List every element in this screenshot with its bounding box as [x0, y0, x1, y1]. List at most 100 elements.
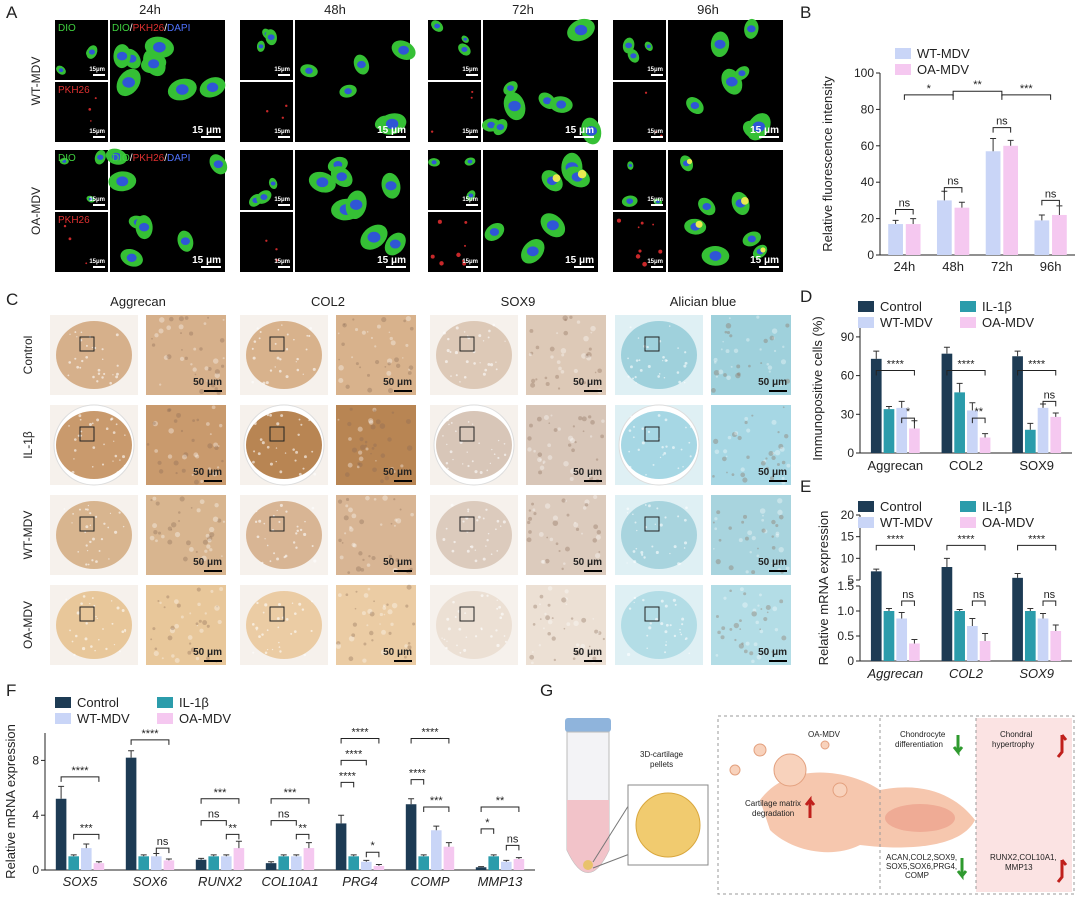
significance-bracket [200, 798, 240, 804]
texture [482, 372, 486, 376]
texture [309, 326, 313, 330]
nucleus [316, 177, 329, 188]
label: RUNX2,COL10A1, [990, 853, 1057, 862]
texture [168, 428, 174, 434]
texture [110, 417, 114, 421]
texture [339, 555, 344, 560]
scale-label: 15μm [89, 259, 105, 265]
texture [492, 323, 496, 327]
zoom-line [592, 799, 633, 863]
texture [256, 629, 258, 631]
texture [95, 560, 98, 563]
nucleus [489, 228, 500, 236]
texture [363, 642, 367, 646]
texture [202, 539, 208, 545]
texture [405, 419, 411, 425]
section [436, 501, 512, 569]
significance-bracket [480, 806, 520, 812]
significance-bracket [73, 833, 100, 840]
texture [296, 368, 300, 372]
texture [390, 522, 393, 525]
texture [373, 409, 376, 413]
texture [293, 338, 295, 341]
texture [493, 453, 496, 456]
texture [345, 504, 349, 508]
texture [382, 604, 386, 608]
texture [298, 472, 302, 476]
legend-label: Control [880, 499, 922, 514]
texture [555, 374, 560, 379]
texture [466, 549, 470, 553]
red-signal [638, 249, 642, 253]
texture [455, 326, 459, 330]
bar [291, 856, 302, 870]
texture [188, 547, 194, 552]
texture [633, 596, 637, 600]
texture [351, 542, 356, 547]
texture [285, 348, 289, 351]
texture [349, 526, 352, 529]
texture [387, 609, 393, 615]
texture [735, 372, 741, 379]
texture [262, 381, 266, 385]
column-header: Aggrecan [110, 294, 166, 309]
legend-label: WT-MDV [880, 515, 933, 530]
texture [597, 631, 602, 635]
error-bar [911, 639, 918, 644]
texture [629, 326, 632, 329]
texture [355, 362, 359, 366]
error-bar [210, 854, 217, 857]
bar [967, 626, 978, 661]
texture [590, 331, 593, 334]
bar [405, 804, 417, 870]
legend-label: OA-MDV [982, 315, 1034, 330]
roi-box [79, 426, 95, 442]
micrograph [613, 20, 666, 80]
vesicle [729, 764, 741, 776]
significance-label: *** [80, 822, 94, 834]
nucleus [367, 231, 381, 243]
nucleus [97, 154, 104, 160]
significance-label: ns [278, 809, 290, 821]
texture [594, 560, 597, 563]
nucleus [267, 34, 275, 41]
texture [729, 589, 732, 593]
texture [672, 446, 675, 449]
texture [280, 414, 284, 418]
texture [405, 315, 412, 322]
legend-label: IL-1β [982, 299, 1012, 314]
red-signal [285, 104, 288, 108]
significance-bracket [270, 798, 310, 804]
texture [80, 331, 83, 334]
texture [590, 420, 595, 425]
nucleus [344, 88, 352, 95]
error-bar [95, 861, 102, 864]
y-tick-label: 100 [854, 66, 874, 80]
texture [252, 623, 255, 626]
texture [73, 449, 77, 452]
texture [478, 442, 480, 445]
roi-box [269, 426, 285, 442]
roi-box [459, 336, 475, 352]
texture [91, 422, 94, 425]
texture [578, 378, 582, 382]
texture [443, 469, 445, 471]
texture [447, 627, 451, 631]
texture [110, 600, 113, 602]
scale-label: 15μm [647, 259, 663, 265]
scale-label: 15 μm [377, 255, 406, 266]
significance-bracket [410, 779, 425, 785]
roi-box [269, 606, 285, 622]
texture [450, 503, 454, 507]
texture [784, 433, 789, 439]
texture [112, 374, 114, 376]
red-signal [281, 116, 285, 119]
texture [195, 454, 200, 459]
texture [759, 508, 766, 514]
texture [175, 472, 178, 475]
scale-label: 50 μm [758, 377, 787, 388]
texture [711, 388, 716, 393]
red-signal [640, 221, 644, 225]
texture [161, 534, 165, 539]
texture [276, 422, 280, 426]
